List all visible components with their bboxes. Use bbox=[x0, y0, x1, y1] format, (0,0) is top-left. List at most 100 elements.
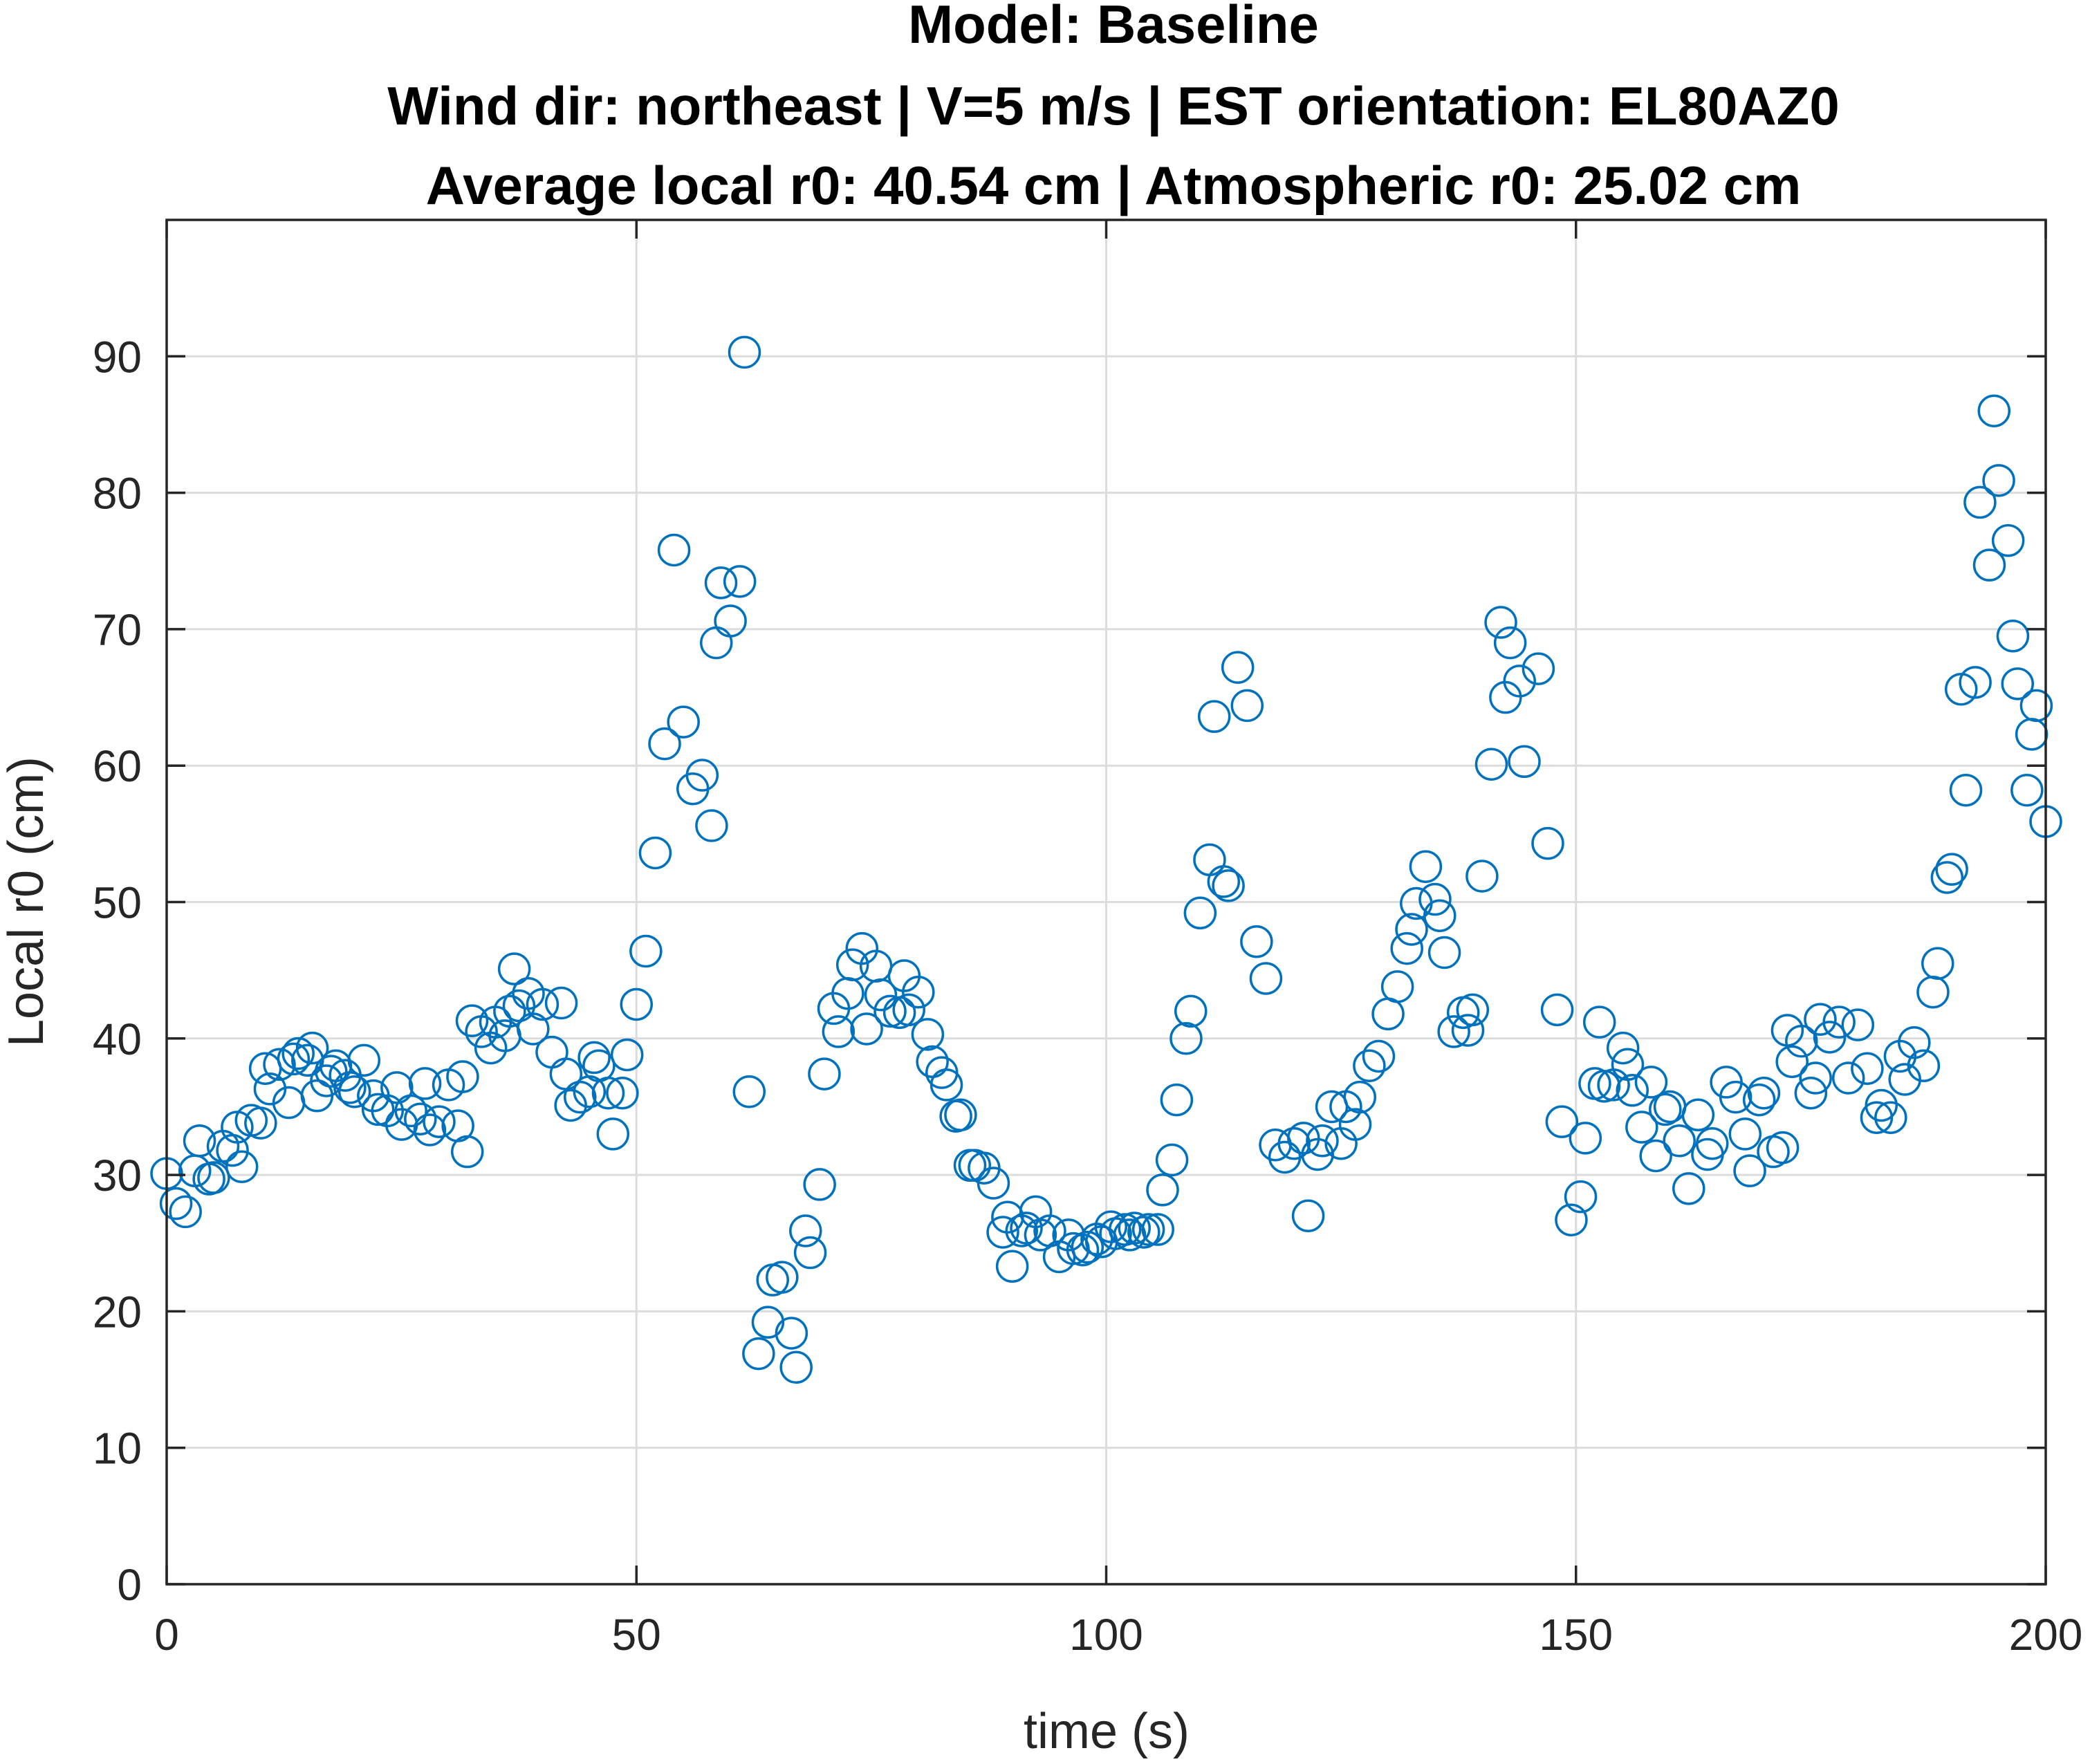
data-point bbox=[723, 565, 757, 598]
x-tick-labels: 0 50 100 150 200 bbox=[154, 1610, 2082, 1660]
data-point bbox=[1996, 620, 2030, 653]
data-point bbox=[1094, 1210, 1128, 1243]
data-point bbox=[517, 1012, 550, 1046]
data-point bbox=[1249, 962, 1283, 995]
data-point bbox=[577, 1041, 611, 1075]
y-axis-label: Local r0 (cm) bbox=[0, 756, 54, 1047]
data-point bbox=[620, 987, 653, 1021]
data-point bbox=[1338, 1108, 1372, 1141]
y-tick-label: 10 bbox=[93, 1424, 142, 1474]
data-point bbox=[732, 1075, 766, 1108]
data-point bbox=[1719, 1080, 1753, 1114]
data-point bbox=[803, 1168, 836, 1201]
data-point bbox=[1131, 1213, 1165, 1246]
data-point bbox=[1625, 1111, 1658, 1144]
data-point bbox=[1587, 1070, 1621, 1103]
data-point bbox=[1972, 548, 2006, 582]
data-point bbox=[1742, 1083, 1776, 1117]
data-point bbox=[1785, 1024, 1818, 1058]
data-point bbox=[1874, 1101, 1907, 1134]
data-point bbox=[1634, 1066, 1668, 1099]
data-point bbox=[1108, 1213, 1142, 1246]
data-point bbox=[1564, 1180, 1598, 1214]
data-point bbox=[314, 1055, 348, 1088]
data-point bbox=[1531, 826, 1564, 860]
data-point bbox=[1207, 865, 1241, 898]
data-point bbox=[1569, 1122, 1602, 1155]
data-point bbox=[423, 1105, 456, 1138]
data-point bbox=[263, 1048, 296, 1081]
data-point bbox=[1935, 853, 1968, 886]
title-line-2: Wind dir: northeast | V=5 m/s | EST orie… bbox=[387, 75, 1839, 136]
data-point bbox=[1540, 993, 1574, 1027]
data-point bbox=[1306, 1124, 1339, 1158]
data-point bbox=[1456, 993, 1490, 1027]
data-point bbox=[704, 566, 738, 600]
data-point bbox=[1822, 1005, 1856, 1039]
data-point bbox=[2001, 667, 2034, 700]
data-point bbox=[1141, 1213, 1174, 1246]
data-point bbox=[1522, 652, 1555, 685]
data-point bbox=[1197, 700, 1231, 733]
data-point bbox=[1465, 860, 1499, 893]
grid-lines bbox=[167, 220, 2046, 1584]
data-point bbox=[1794, 1076, 1828, 1110]
data-point bbox=[1616, 1074, 1649, 1107]
data-point bbox=[1606, 1031, 1640, 1065]
data-point bbox=[1865, 1088, 1898, 1122]
data-point bbox=[1493, 626, 1527, 660]
data-point bbox=[1841, 1008, 1875, 1041]
data-point bbox=[606, 1076, 639, 1110]
data-point bbox=[1127, 1216, 1160, 1249]
data-point bbox=[1423, 899, 1456, 932]
data-point bbox=[544, 986, 578, 1020]
data-point bbox=[977, 1167, 1010, 1200]
y-tick-label: 70 bbox=[93, 605, 142, 655]
data-point bbox=[2010, 773, 2044, 807]
y-tick-label: 50 bbox=[93, 878, 142, 928]
data-point bbox=[408, 1067, 442, 1100]
y-tick-label: 30 bbox=[93, 1151, 142, 1200]
data-point bbox=[497, 952, 531, 985]
data-point bbox=[766, 1261, 799, 1294]
data-point bbox=[1212, 869, 1245, 902]
data-point bbox=[361, 1093, 395, 1126]
data-point bbox=[1221, 651, 1255, 684]
title-line-3: Average local r0: 40.54 cm | Atmospheric… bbox=[426, 155, 1802, 216]
data-point bbox=[1681, 1098, 1715, 1132]
data-point bbox=[1747, 1076, 1781, 1110]
y-tick-label: 40 bbox=[93, 1014, 142, 1064]
data-point bbox=[1639, 1139, 1672, 1173]
data-point bbox=[337, 1075, 371, 1108]
data-point bbox=[789, 1214, 822, 1247]
data-point bbox=[446, 1060, 479, 1093]
data-point bbox=[1851, 1052, 1884, 1085]
data-point bbox=[638, 836, 672, 870]
data-point bbox=[667, 705, 700, 739]
data-point bbox=[1695, 1126, 1729, 1160]
data-point bbox=[216, 1133, 249, 1167]
y-tick-label: 90 bbox=[93, 332, 142, 382]
data-point bbox=[995, 1250, 1029, 1283]
data-point bbox=[986, 1216, 1019, 1249]
data-point bbox=[835, 948, 869, 982]
data-point bbox=[295, 1031, 329, 1065]
data-point bbox=[873, 994, 907, 1028]
data-point bbox=[1291, 1199, 1325, 1233]
data-point bbox=[864, 978, 898, 1012]
data-point bbox=[1907, 1049, 1941, 1083]
data-point bbox=[808, 1057, 841, 1090]
data-point bbox=[1503, 665, 1536, 698]
data-point bbox=[751, 1306, 785, 1339]
data-point bbox=[1663, 1124, 1696, 1158]
data-point bbox=[1418, 882, 1452, 916]
data-point bbox=[610, 1038, 644, 1072]
data-point bbox=[1380, 970, 1414, 1003]
data-point bbox=[1766, 1131, 1800, 1164]
data-point bbox=[563, 1080, 597, 1114]
data-point bbox=[850, 1012, 883, 1046]
x-tick-label: 100 bbox=[1069, 1610, 1143, 1660]
data-point bbox=[930, 1068, 963, 1102]
